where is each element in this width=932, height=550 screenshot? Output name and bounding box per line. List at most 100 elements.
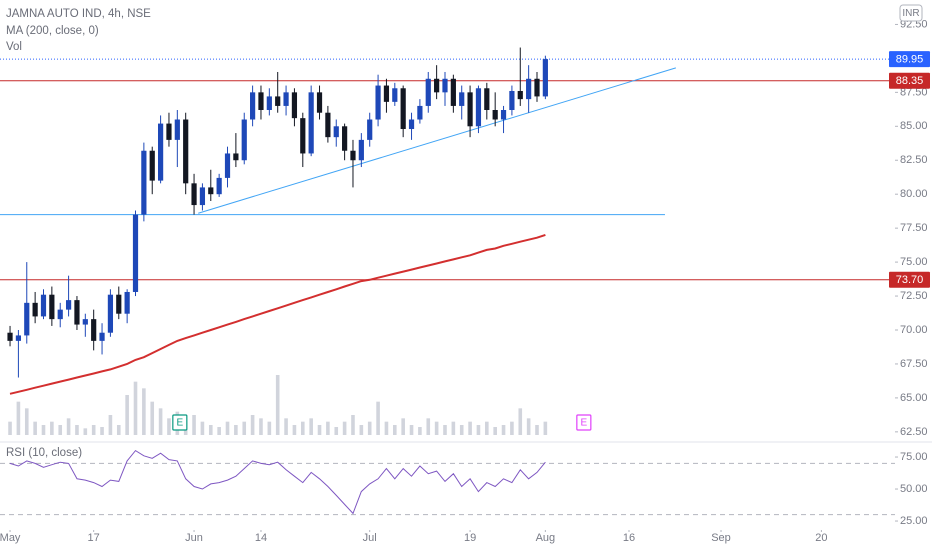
- volume-bar: [75, 425, 79, 435]
- y-tick-label: 65.00: [900, 392, 928, 404]
- volume-bar: [367, 421, 372, 435]
- volume-bar: [158, 408, 163, 435]
- currency-box: [899, 4, 923, 22]
- candle-body: [509, 90, 515, 110]
- y-tick-label: 70.00: [900, 324, 928, 336]
- rsi-tick-label: 25.00: [900, 515, 928, 527]
- volume-bar: [33, 421, 37, 435]
- y-tick-label: 80.00: [900, 188, 928, 200]
- current-price-text: 89.95: [896, 53, 924, 65]
- y-tick-label: 62.50: [900, 426, 928, 438]
- volume-bar: [250, 415, 255, 435]
- volume-bar: [275, 375, 280, 435]
- candle-body: [408, 119, 415, 130]
- y-tick-label: 85.00: [900, 120, 928, 132]
- candle-body: [442, 78, 448, 93]
- candle-body: [333, 126, 339, 138]
- price-line-label-text: 88.35: [896, 75, 924, 87]
- candle-body: [57, 309, 63, 320]
- trendline: [198, 67, 676, 214]
- x-tick-label: 19: [464, 532, 476, 544]
- volume-bar: [267, 421, 272, 435]
- candle-body: [542, 59, 548, 97]
- volume-label: Vol: [6, 41, 22, 53]
- x-tick-label: Jun: [185, 532, 203, 544]
- y-tick-label: 87.50: [900, 86, 928, 98]
- candle-body: [342, 126, 348, 151]
- volume-bar: [493, 427, 497, 435]
- candle-body: [224, 153, 231, 178]
- candle-body: [91, 319, 97, 341]
- volume-bar: [292, 425, 297, 435]
- candle-body: [208, 187, 214, 195]
- rsi-line: [9, 449, 546, 515]
- candle-body: [383, 85, 390, 102]
- volume-bar: [300, 421, 305, 435]
- volume-bar: [351, 415, 355, 435]
- price-line-label-text: 73.70: [896, 274, 924, 286]
- candle-body: [107, 294, 114, 333]
- volume-bar: [459, 425, 464, 435]
- candle-body: [392, 88, 398, 102]
- candle-body: [425, 78, 431, 106]
- volume-bar: [518, 408, 523, 435]
- volume-bar: [326, 421, 330, 435]
- candle-body: [32, 302, 38, 317]
- candle-body: [500, 110, 507, 120]
- current-price-box: [889, 51, 930, 68]
- x-tick-label: Sep: [711, 532, 731, 544]
- volume-bar: [142, 388, 146, 435]
- candle-body: [517, 90, 523, 100]
- volume-bar: [401, 418, 405, 435]
- candle-body: [484, 88, 490, 110]
- volume-bar: [225, 421, 230, 435]
- volume-bar: [200, 421, 205, 435]
- ma-line: [9, 233, 546, 395]
- candle-body: [475, 88, 482, 127]
- y-tick-label: 82.50: [900, 154, 928, 166]
- y-tick-label: 67.50: [900, 358, 928, 370]
- volume-bar: [91, 425, 96, 435]
- candle-body: [199, 187, 206, 206]
- volume-bar: [443, 425, 447, 435]
- volume-bar: [167, 418, 171, 435]
- x-tick-label: Jul: [363, 532, 377, 544]
- volume-bar: [259, 418, 263, 435]
- volume-bar: [8, 421, 12, 435]
- volume-bar: [208, 425, 213, 435]
- candle-body: [434, 78, 440, 93]
- candle-body: [82, 319, 88, 325]
- y-tick-label: 72.50: [900, 290, 928, 302]
- candle-body: [459, 92, 465, 106]
- candle-body: [358, 139, 364, 161]
- candle-body: [241, 119, 247, 161]
- volume-bar: [242, 421, 247, 435]
- volume-bar: [359, 425, 364, 435]
- event-marker: [172, 414, 188, 431]
- candle-body: [141, 150, 147, 215]
- candle-body: [350, 150, 356, 161]
- y-tick-label: 77.50: [900, 222, 928, 234]
- candle-body: [266, 96, 272, 110]
- event-marker: [576, 414, 592, 431]
- volume-bar: [485, 421, 489, 435]
- candle-body: [49, 294, 55, 320]
- volume-bar: [108, 415, 113, 435]
- candle-body: [450, 78, 456, 106]
- x-tick-label: 17: [88, 532, 100, 544]
- candle-body: [166, 123, 172, 140]
- volume-bar: [501, 425, 506, 435]
- volume-bar: [83, 428, 88, 435]
- volume-bar: [543, 421, 548, 435]
- event-label: E: [581, 418, 588, 429]
- candle-body: [325, 112, 331, 138]
- candle-body: [24, 302, 30, 336]
- volume-bar: [100, 427, 104, 435]
- volume-bar: [16, 401, 21, 435]
- chart-title: JAMNA AUTO IND, 4h, NSE: [6, 8, 151, 20]
- candle-body: [526, 78, 532, 100]
- x-tick-label: 20: [815, 532, 827, 544]
- volume-bar: [66, 418, 71, 435]
- candle-body: [367, 119, 373, 140]
- x-tick-label: 14: [255, 532, 267, 544]
